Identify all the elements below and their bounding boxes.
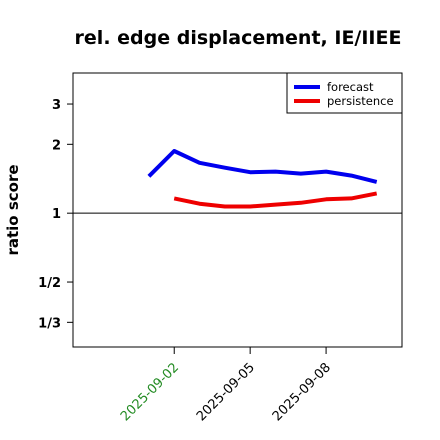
y-tick-label: 1 <box>52 207 61 222</box>
y-axis: 3 2 1 1/2 1/3 <box>38 98 73 331</box>
series-layer <box>147 149 378 209</box>
series-line-forecast <box>147 149 378 184</box>
y-tick-label: 3 <box>52 98 61 113</box>
chart-title: rel. edge displacement, IE/IIEE <box>75 27 402 49</box>
y-axis-label: ratio score <box>4 164 22 255</box>
x-tick-label: 2025-09-05 <box>194 360 258 424</box>
y-tick-label: 1/3 <box>38 316 61 331</box>
x-tick-label: 2025-09-08 <box>270 360 334 424</box>
legend-label-forecast: forecast <box>327 80 374 94</box>
legend-label-persistence: persistence <box>327 94 394 108</box>
y-tick-label: 1/2 <box>38 276 61 291</box>
x-axis: 2025-09-02 2025-09-05 2025-09-08 <box>118 347 334 424</box>
plot-frame <box>72 72 403 348</box>
legend: forecast persistence <box>286 72 403 114</box>
y-tick-label: 2 <box>52 138 61 153</box>
x-tick-label: 2025-09-02 <box>118 360 182 424</box>
legend-box <box>286 72 403 114</box>
